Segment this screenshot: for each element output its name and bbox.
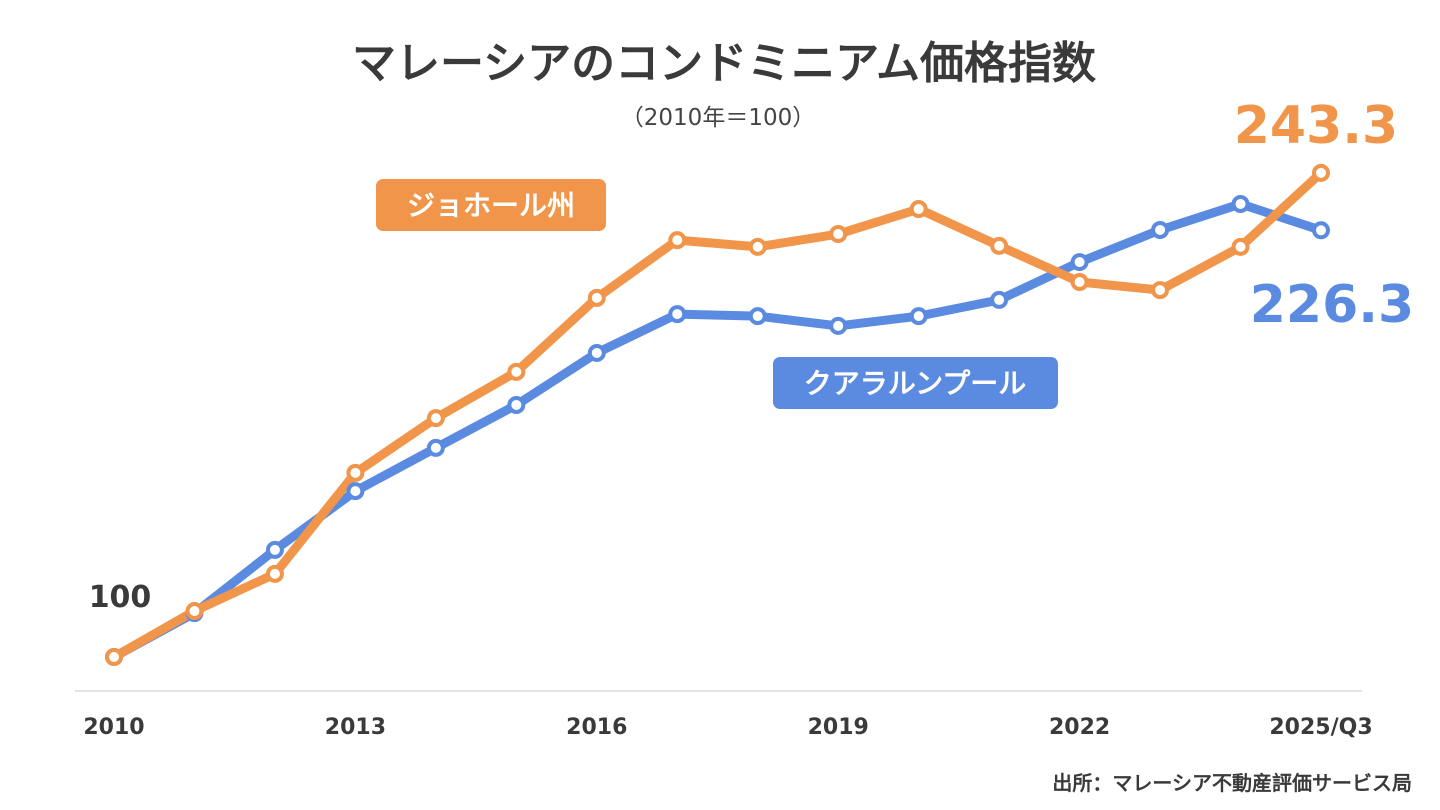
data-point [668, 305, 687, 324]
data-point [426, 409, 445, 428]
end-value-kl: 226.3 [1250, 275, 1414, 335]
data-point [1312, 221, 1330, 240]
series-line-1 [109, 168, 1326, 662]
data-point [105, 648, 123, 666]
series-line-0 [109, 199, 1326, 662]
data-point [1231, 194, 1250, 213]
data-point [185, 602, 204, 621]
data-point [829, 225, 848, 244]
data-point [346, 463, 365, 482]
x-tick-label: 2025/Q3 [1269, 715, 1372, 740]
x-tick-label: 2022 [1049, 715, 1110, 740]
chart-title: マレーシアのコンドミニアム価格指数 [352, 38, 1096, 89]
start-value-label: 100 [89, 580, 152, 615]
data-point [1312, 163, 1330, 182]
data-point [265, 540, 284, 559]
data-point [829, 316, 848, 335]
legend-label-kl: クアラルンプール [804, 367, 1027, 400]
legend-label-johor: ジョホール州 [407, 189, 575, 222]
data-point [668, 231, 687, 250]
data-point [1151, 220, 1170, 239]
data-point [748, 307, 767, 326]
legend-box-johor [376, 179, 606, 231]
source-note: 出所：マレーシア不動産評価サービス局 [1052, 771, 1412, 795]
chart-subtitle: （2010年＝100） [621, 105, 815, 131]
data-point [1151, 281, 1170, 300]
end-value-johor: 243.3 [1234, 96, 1398, 156]
legend-box-kl [773, 357, 1058, 409]
x-tick-label: 2019 [808, 715, 869, 740]
data-point [507, 395, 526, 414]
data-point [426, 438, 445, 457]
x-tick-label: 2013 [325, 715, 386, 740]
data-point [748, 237, 767, 256]
x-tick-label: 2016 [566, 715, 627, 740]
data-point [1070, 253, 1089, 272]
x-tick-label: 2010 [83, 715, 144, 740]
data-point [507, 362, 526, 381]
data-point [909, 200, 928, 219]
data-point [265, 564, 284, 583]
data-point [346, 482, 365, 501]
data-point [587, 343, 606, 362]
data-point [990, 290, 1009, 309]
data-point [1231, 237, 1250, 256]
data-point [990, 236, 1009, 255]
data-point [587, 288, 606, 307]
data-point [1070, 273, 1089, 291]
data-point [909, 307, 928, 326]
